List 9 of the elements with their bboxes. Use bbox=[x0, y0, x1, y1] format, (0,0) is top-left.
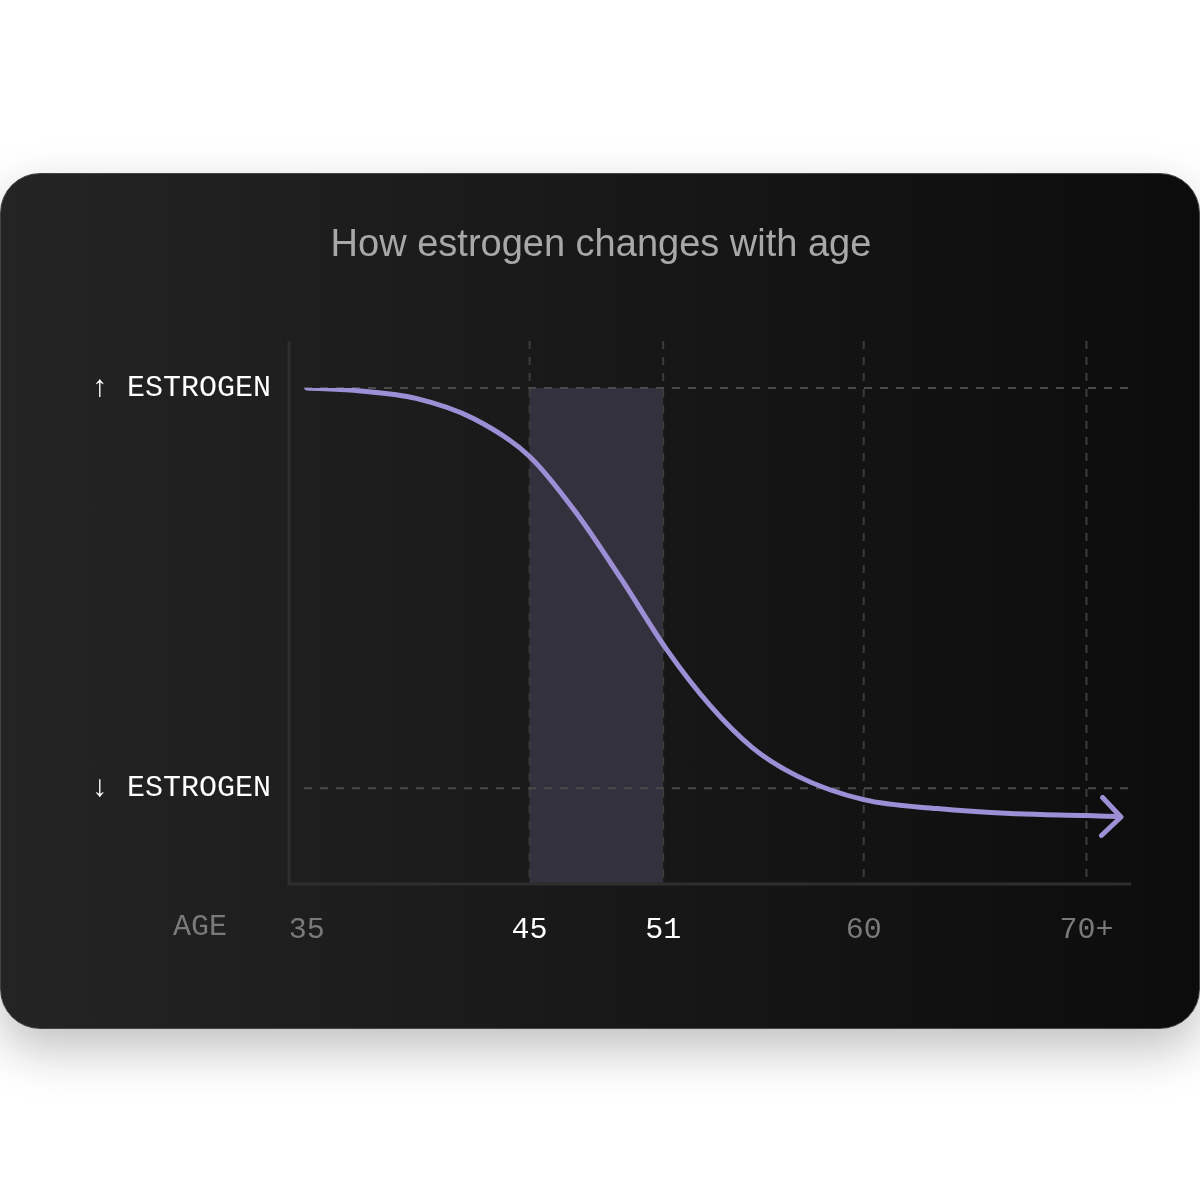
x-tick-label: 70+ bbox=[1059, 912, 1114, 947]
chart-title: How estrogen changes with age bbox=[330, 222, 872, 265]
x-axis-title: AGE bbox=[172, 909, 227, 944]
ref-line-label: ↑ ESTROGEN bbox=[90, 370, 271, 405]
x-tick-label: 60 bbox=[845, 912, 882, 947]
ref-line-label: ↓ ESTROGEN bbox=[90, 771, 271, 806]
x-tick-label: 35 bbox=[288, 912, 325, 947]
x-tick-label: 45 bbox=[511, 912, 548, 947]
x-tick-label: 51 bbox=[645, 912, 682, 947]
